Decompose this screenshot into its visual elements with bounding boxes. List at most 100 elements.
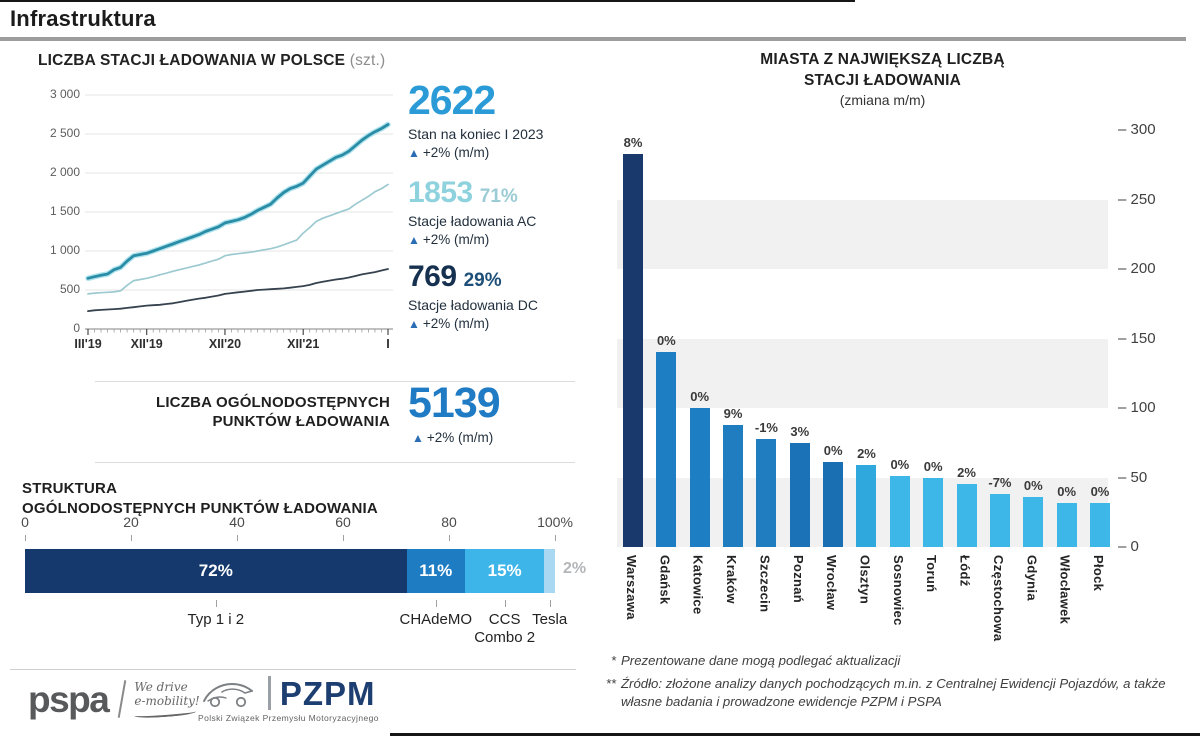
city-label: Częstochowa (990, 555, 1006, 642)
city-bar-value: 0% (1057, 483, 1077, 499)
city-label: Sosnowiec (890, 555, 906, 626)
ac-stations-share: 71% (479, 186, 518, 207)
city-bar-value: 0% (823, 443, 843, 459)
pspa-wordmark: pspa (28, 678, 110, 720)
city-bar (756, 438, 777, 547)
structure-segment-tesla (544, 549, 555, 593)
structure-tick-mark (237, 535, 238, 541)
city-bar-value: 8% (623, 134, 643, 150)
ac-stations-value: 1853 (408, 176, 473, 209)
line-chart-x-tick: I (386, 337, 390, 351)
up-arrow-icon: ▲ (412, 431, 424, 445)
city-label: Poznań (790, 555, 806, 604)
structure-segment-label: Typ 1 i 2 (187, 611, 244, 629)
footnote-1: * Prezentowane dane mogą podlegać aktual… (610, 653, 901, 668)
structure-leader-tick (549, 600, 551, 607)
line-chart-x-tick: XII'20 (208, 337, 242, 351)
line-chart-y-tick: 500 (59, 282, 80, 296)
structure-stacked-bar: 72% 11% 15% (25, 549, 555, 593)
structure-axis-tick: 40 (229, 514, 245, 530)
city-bar-value: 9% (723, 405, 743, 421)
city-label: Wrocław (824, 555, 840, 611)
points-total-delta: ▲ +2% (m/m) (412, 430, 494, 445)
city-bar-value: 2% (857, 446, 876, 461)
city-bar (789, 442, 810, 547)
structure-leader-tick (215, 600, 217, 607)
city-bar-value: -1% (754, 419, 778, 435)
structure-segment-label-line: CCS (488, 611, 521, 628)
line-chart-y-tick: 3 000 (49, 87, 80, 101)
line-chart-unit: (szt.) (349, 52, 386, 69)
city-bar (656, 352, 677, 547)
city-label: Gdańsk (657, 555, 673, 605)
city-bar (623, 153, 643, 547)
swoosh-underline (134, 707, 197, 719)
series-ac-line (87, 183, 389, 295)
line-chart-y-tick: 2 000 (49, 165, 80, 179)
city-label: Katowice (690, 555, 706, 615)
structure-segment-label-line: Tesla (532, 611, 568, 628)
structure-segment-label: Tesla (532, 611, 567, 629)
up-arrow-icon: ▲ (408, 146, 420, 160)
divider (95, 462, 575, 463)
line-chart-y-tick: 1 500 (49, 204, 80, 218)
top-edge-line (0, 0, 855, 2)
city-bar (823, 462, 844, 547)
city-bar-value: 0% (890, 457, 910, 473)
pzpm-tagline: Polski Związek Przemysłu Motoryzacyjnego (198, 713, 379, 723)
city-chart-band (617, 338, 1108, 408)
city-chart-band (617, 199, 1108, 269)
structure-axis-tick: 0 (21, 514, 29, 530)
structure-chart-title: STRUKTURA OGÓLNODOSTĘPNYCH PUNKTÓW ŁADOW… (22, 480, 378, 517)
city-chart-y-tick: – 250 (1118, 190, 1156, 208)
divider (95, 381, 575, 382)
structure-tick-mark (131, 535, 132, 541)
city-label: Kraków (724, 555, 740, 604)
structure-tick-mark (449, 535, 450, 541)
total-stations-value: 2622 (408, 77, 496, 123)
dc-stations-delta: ▲ +2% (m/m) (408, 316, 490, 331)
structure-axis-tick: 60 (335, 514, 351, 530)
city-bar (1089, 502, 1110, 547)
up-arrow-icon: ▲ (408, 317, 420, 331)
line-chart-x-tick: XII'19 (130, 337, 163, 351)
city-label: Włocławek (1057, 555, 1073, 625)
city-chart-plot: 8% Warszawa 0% Gdańsk 0% Katowice 9% Kraków -1% S… (617, 130, 1110, 641)
car-sketch-icon (203, 682, 254, 708)
city-chart-y-tick: – 150 (1118, 329, 1156, 347)
logo-divider (118, 680, 127, 718)
city-bar-value: -7% (988, 475, 1012, 491)
city-bar-value: 0% (1090, 483, 1110, 499)
total-stations-delta: ▲ +2% (m/m) (408, 145, 490, 160)
dc-stations-caption: Stacje ładowania DC (408, 297, 538, 313)
page-title: Infrastruktura (10, 6, 156, 31)
city-chart-subtitle: (zmiana m/m) (839, 92, 926, 108)
city-bar (1023, 496, 1044, 547)
footnotes: * Prezentowane dane mogą podlegać aktual… (598, 652, 1188, 715)
logo-divider (268, 676, 271, 710)
structure-tick-mark (555, 535, 556, 541)
city-chart-title: MIASTA Z NAJWIĘKSZĄ LICZBĄ STACJI ŁADOWA… (760, 51, 1005, 89)
structure-segment-label: CCS Combo 2 (474, 611, 535, 647)
line-chart-y-tick: 0 (73, 321, 80, 335)
structure-segment-ccs-combo-2: 15% (464, 549, 545, 593)
city-bar (956, 484, 977, 547)
city-bar (989, 494, 1010, 547)
structure-tick-mark (25, 535, 26, 541)
pzpm-wordmark: PZPM (279, 674, 376, 712)
city-chart-y-tick: – 300 (1118, 121, 1156, 138)
city-label: Szczecin (757, 555, 773, 613)
city-bar (923, 477, 944, 547)
city-bar (723, 424, 744, 547)
city-label: Łódź (957, 555, 973, 587)
city-bar (689, 408, 710, 547)
structure-axis-tick: 100% (537, 514, 573, 530)
header-underline (0, 37, 1186, 41)
structure-leader-tick (504, 600, 506, 607)
city-bar-value: 0% (656, 333, 676, 349)
city-chart-y-tick: – 50 (1118, 468, 1148, 486)
footnote-2: ** Źródło: złożone analizy danych pochod… (605, 675, 1166, 709)
total-stations-caption: Stan na koniec I 2023 (408, 126, 544, 142)
city-bar (1056, 502, 1077, 547)
structure-leader-tick (435, 600, 437, 607)
